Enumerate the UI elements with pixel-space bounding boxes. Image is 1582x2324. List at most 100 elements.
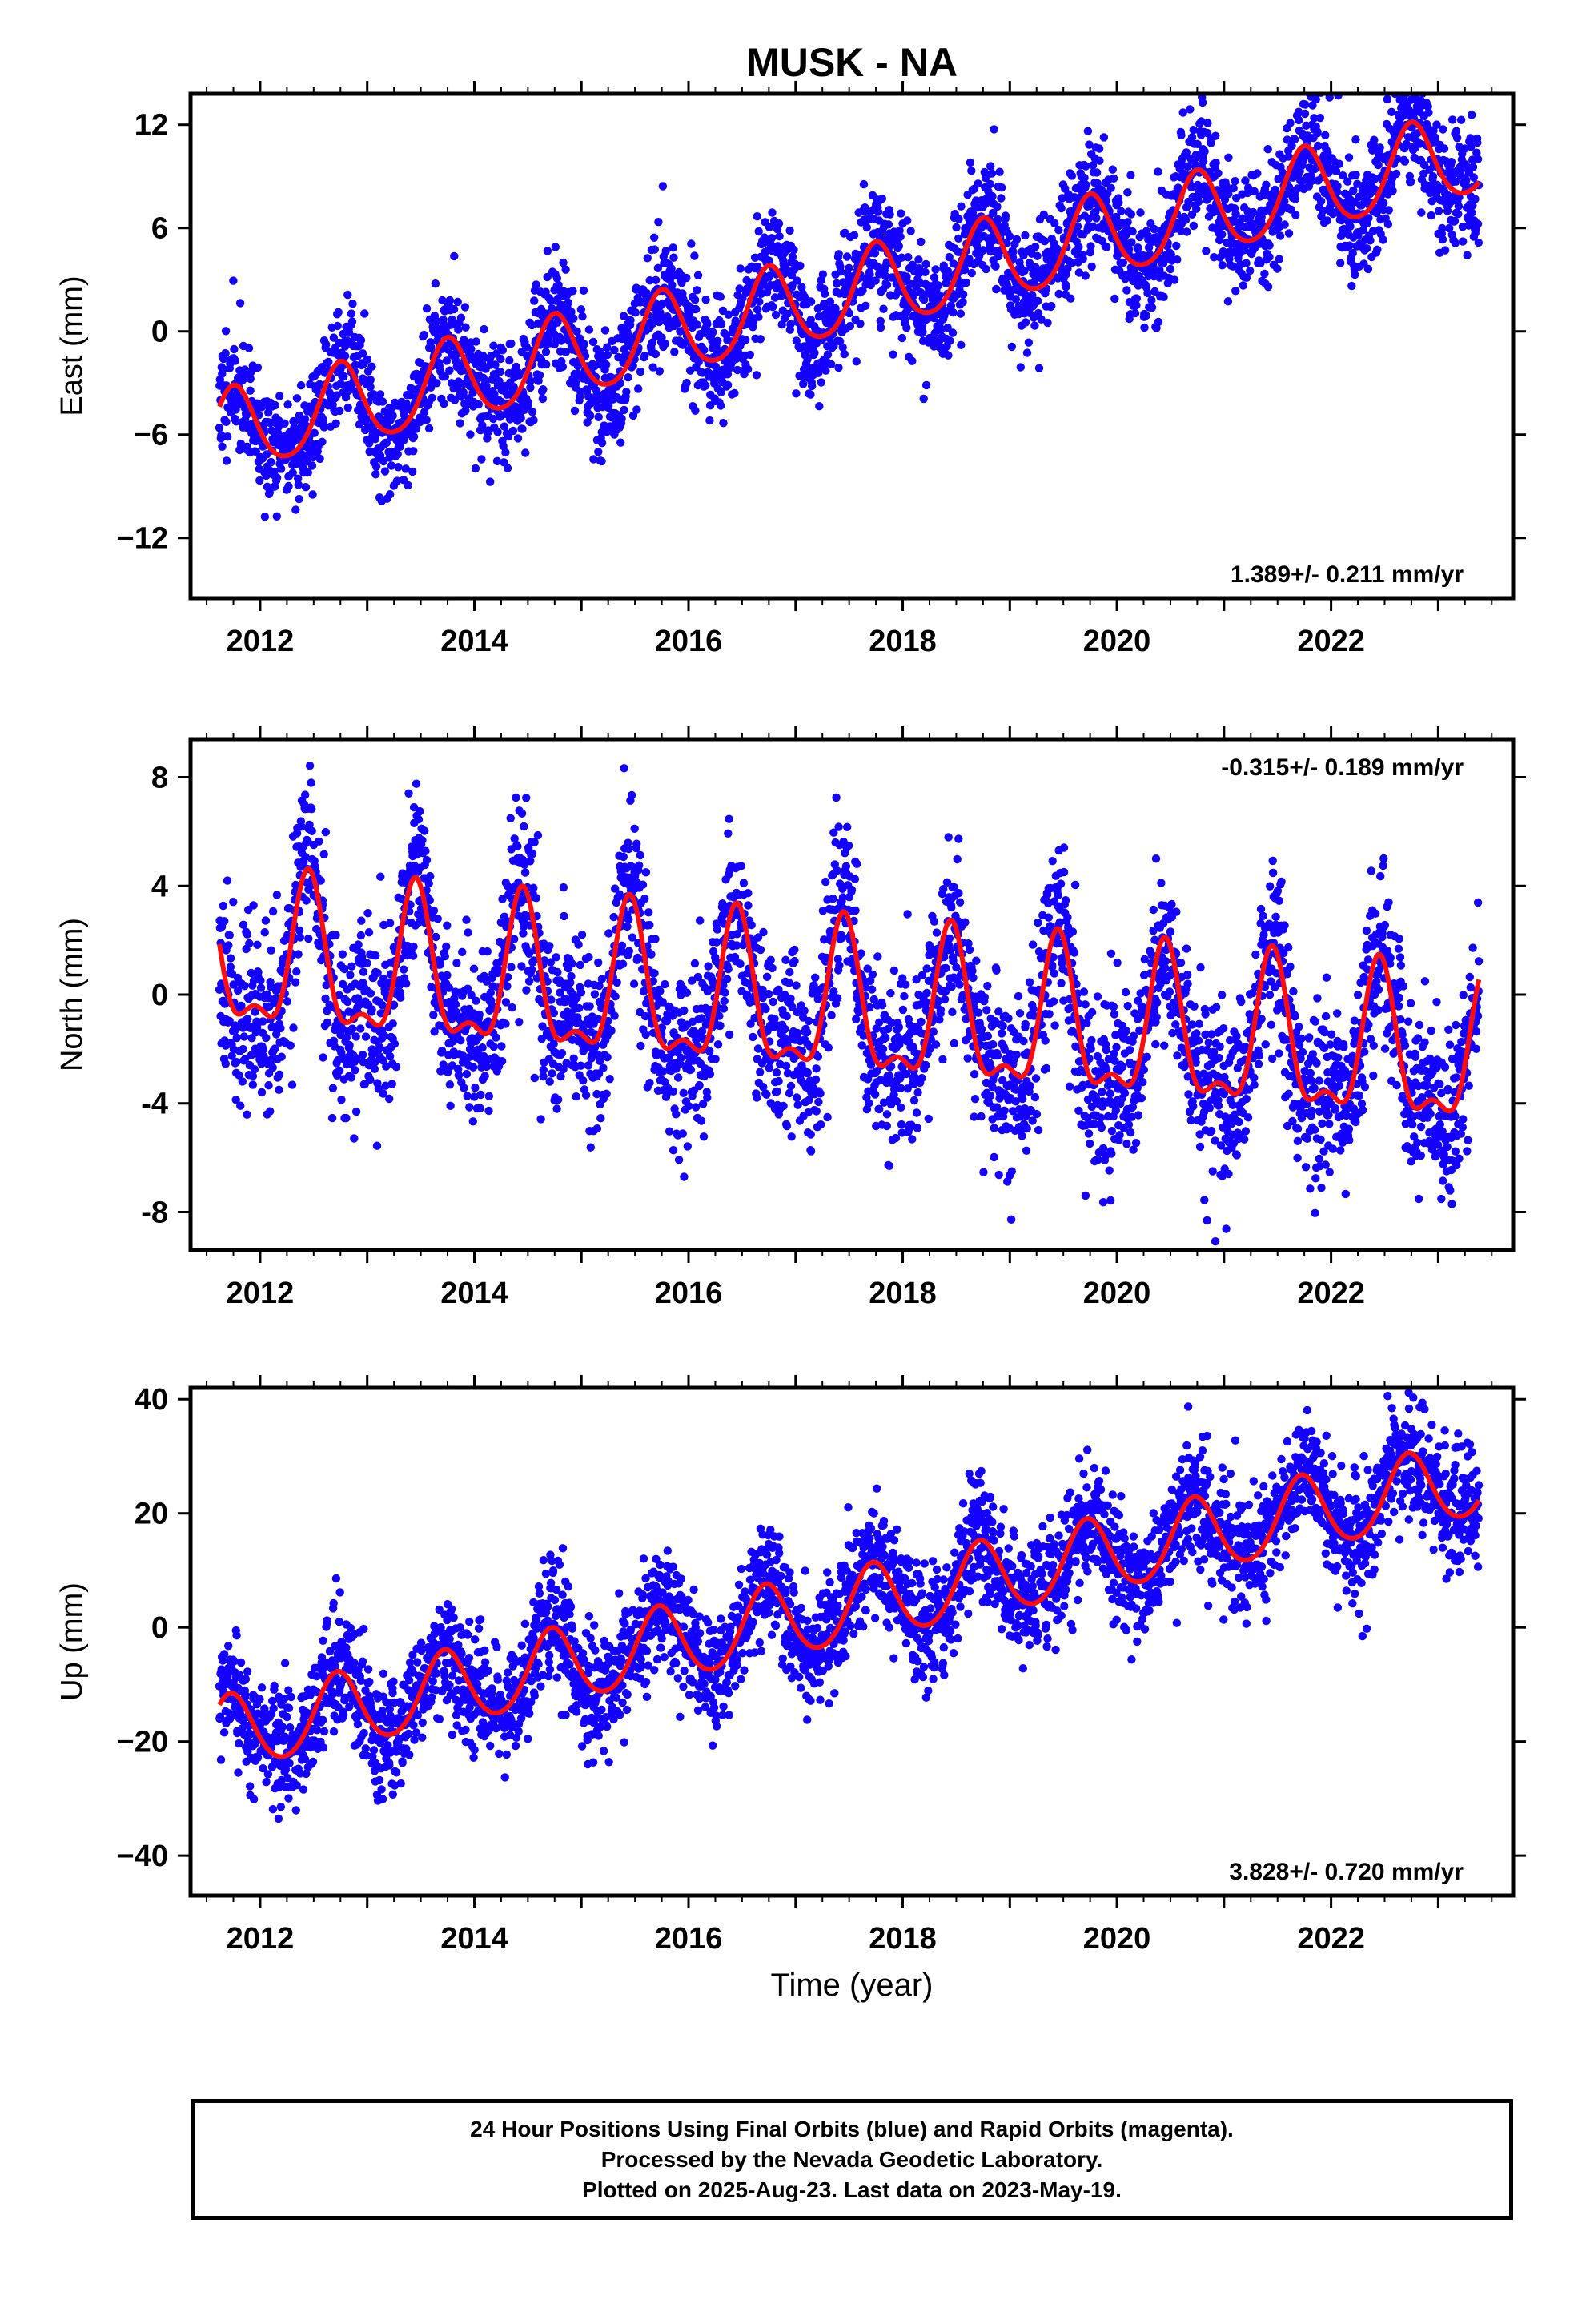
data-point (461, 406, 470, 416)
data-point (276, 464, 286, 473)
data-point (283, 997, 292, 1006)
data-point (617, 414, 626, 424)
data-point (957, 340, 966, 349)
data-point (1403, 78, 1411, 86)
data-point (440, 399, 448, 408)
data-point (895, 226, 904, 235)
data-point (490, 389, 499, 399)
data-point (552, 1104, 561, 1113)
data-point (236, 1101, 245, 1110)
data-point (432, 932, 440, 942)
data-point (401, 464, 410, 473)
data-point (496, 368, 504, 376)
data-point (517, 962, 526, 971)
data-point (1127, 238, 1136, 247)
data-point (541, 348, 551, 356)
data-point (471, 464, 480, 473)
data-point (616, 438, 625, 447)
data-point (1231, 209, 1240, 219)
data-point (465, 1103, 474, 1112)
data-point (496, 354, 505, 364)
data-point (1057, 203, 1066, 213)
data-point (1009, 247, 1018, 256)
data-point (445, 296, 454, 305)
data-point (520, 868, 530, 877)
data-point (443, 971, 452, 980)
data-point (568, 287, 577, 296)
data-point (264, 408, 273, 417)
data-point (521, 448, 530, 457)
data-point (322, 340, 331, 349)
data-point (478, 1043, 487, 1052)
data-point (359, 967, 368, 976)
data-point (1140, 323, 1149, 332)
data-point (1474, 238, 1484, 247)
data-point (1039, 210, 1049, 219)
data-point (1336, 259, 1345, 267)
data-point (231, 1096, 240, 1104)
data-point (960, 265, 970, 275)
data-point (398, 869, 407, 878)
data-point (1224, 189, 1233, 199)
data-point (989, 208, 998, 218)
data-point (1021, 318, 1030, 327)
data-point (468, 1117, 477, 1126)
data-point (570, 406, 580, 416)
data-point (986, 179, 995, 189)
data-point (1085, 140, 1094, 149)
data-point (259, 1045, 268, 1054)
data-point (318, 437, 327, 446)
data-point (1373, 245, 1382, 254)
data-point (1253, 169, 1262, 178)
data-point (633, 953, 642, 963)
data-point (1271, 185, 1279, 195)
data-point (1203, 119, 1212, 127)
data-point (445, 366, 454, 375)
data-point (865, 270, 874, 279)
data-point (476, 1104, 484, 1113)
data-point (1284, 229, 1294, 238)
data-point (1177, 131, 1186, 139)
data-point (1006, 232, 1014, 241)
data-point (575, 1003, 584, 1013)
data-point (1371, 174, 1379, 183)
data-point (1275, 231, 1285, 240)
data-point (1447, 158, 1456, 167)
data-point (557, 1049, 567, 1058)
data-point (654, 218, 663, 227)
data-point (331, 931, 340, 939)
data-point (351, 360, 360, 370)
data-point (219, 901, 227, 911)
data-point (366, 1075, 375, 1084)
data-point (346, 971, 355, 979)
data-point (238, 1077, 247, 1086)
data-point (765, 223, 774, 231)
data-point (988, 191, 997, 201)
data-point (556, 1072, 565, 1081)
data-point (414, 815, 424, 824)
data-point (1314, 141, 1323, 151)
data-point (260, 513, 270, 521)
data-point (1128, 227, 1137, 236)
data-point (352, 1054, 361, 1063)
data-point (524, 977, 534, 986)
data-point (626, 316, 635, 324)
data-point (965, 255, 974, 263)
data-point (484, 1106, 493, 1116)
data-point (610, 1011, 619, 1020)
data-point (717, 320, 726, 328)
data-point (289, 1023, 298, 1032)
data-point (920, 290, 930, 300)
data-point (275, 392, 284, 400)
data-point (1159, 292, 1168, 301)
data-point (1080, 173, 1089, 183)
data-point (774, 219, 784, 228)
data-point (367, 362, 376, 371)
data-point (1210, 253, 1219, 262)
data-point (967, 167, 976, 175)
data-point (669, 253, 678, 262)
data-point (315, 837, 323, 846)
data-point (429, 906, 439, 915)
data-point (755, 297, 764, 306)
data-point (818, 270, 828, 279)
